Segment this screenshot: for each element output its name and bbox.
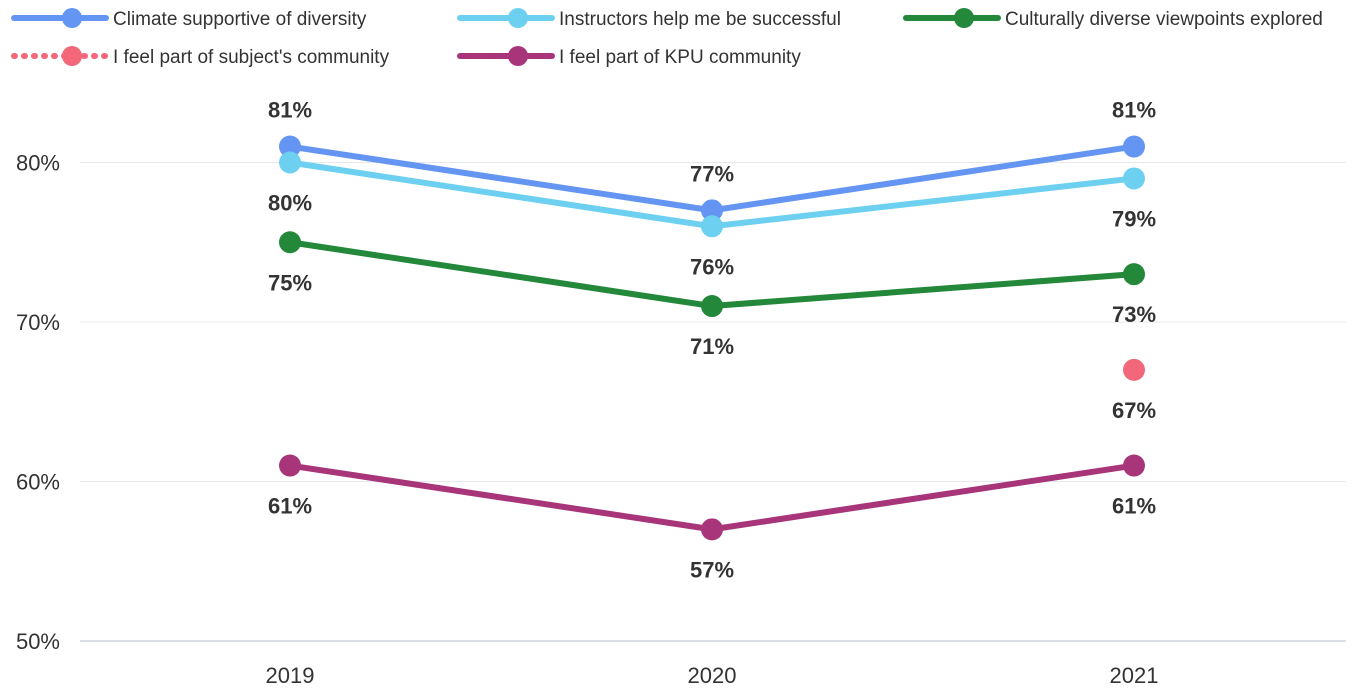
data-point[interactable] — [279, 135, 301, 158]
x-tick-label: 2019 — [266, 663, 315, 685]
legend-marker — [954, 8, 974, 28]
legend-marker — [508, 46, 528, 66]
y-tick-label: 70% — [16, 310, 60, 335]
legend-item[interactable]: Culturally diverse viewpoints explored — [903, 8, 1323, 30]
legend-label: Culturally diverse viewpoints explored — [1005, 9, 1323, 30]
x-tick-label: 2020 — [688, 663, 737, 685]
data-label: 61% — [268, 494, 312, 519]
data-point[interactable] — [701, 199, 723, 222]
data-point[interactable] — [1123, 263, 1145, 286]
axis-labels: 50% 60% 70% 80% 2019 2020 2021 — [16, 151, 1159, 689]
legend-marker — [508, 8, 528, 28]
legend-label: I feel part of KPU community — [559, 47, 801, 68]
legend-marker — [62, 8, 82, 28]
data-point[interactable] — [701, 215, 723, 238]
data-point[interactable] — [279, 151, 301, 174]
legend-item[interactable]: Instructors help me be successful — [457, 8, 841, 30]
legend: Climate supportive of diversity Instructo… — [11, 8, 1323, 68]
data-point[interactable] — [279, 454, 301, 477]
data-label: 75% — [268, 270, 312, 295]
x-tick-label: 2021 — [1110, 663, 1159, 685]
legend-item[interactable]: I feel part of KPU community — [457, 46, 801, 68]
data-point[interactable] — [701, 518, 723, 541]
data-point[interactable] — [1123, 135, 1145, 158]
data-label: 79% — [1112, 206, 1156, 231]
data-label: 61% — [1112, 494, 1156, 519]
data-label: 76% — [690, 254, 734, 279]
data-label: 81% — [268, 98, 312, 123]
data-point[interactable] — [1123, 358, 1145, 381]
y-tick-label: 60% — [16, 470, 60, 495]
data-label: 73% — [1112, 302, 1156, 327]
data-point[interactable] — [1123, 167, 1145, 190]
data-point[interactable] — [1123, 454, 1145, 477]
data-point[interactable] — [279, 231, 301, 254]
data-point[interactable] — [701, 295, 723, 318]
data-label: 77% — [690, 161, 734, 186]
data-label: 80% — [268, 191, 312, 216]
data-labels: 81% 77% 81% 80% 76% 79% 75% 71% 73% 67% 61% 57% 61% — [268, 98, 1156, 583]
series-lines — [279, 135, 1145, 541]
legend-marker — [62, 46, 82, 66]
y-tick-label: 80% — [16, 151, 60, 176]
data-label: 71% — [690, 334, 734, 359]
data-label: 67% — [1112, 398, 1156, 423]
legend-label: I feel part of subject's community — [113, 47, 390, 68]
legend-label: Climate supportive of diversity — [113, 9, 367, 30]
data-label: 81% — [1112, 98, 1156, 123]
y-tick-label: 50% — [16, 629, 60, 654]
legend-item[interactable]: I feel part of subject's community — [11, 46, 390, 68]
legend-label: Instructors help me be successful — [559, 9, 841, 30]
legend-item[interactable]: Climate supportive of diversity — [11, 8, 367, 30]
data-label: 57% — [690, 557, 734, 582]
